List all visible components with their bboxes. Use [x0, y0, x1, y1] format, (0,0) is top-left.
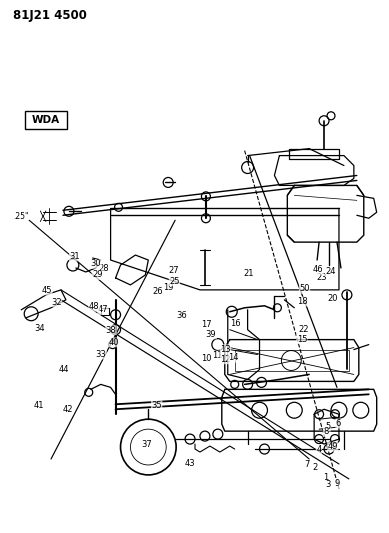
Text: 32: 32 — [51, 297, 62, 306]
Text: 25: 25 — [169, 277, 180, 286]
Text: 30: 30 — [91, 260, 101, 268]
Text: 46: 46 — [313, 265, 323, 274]
Text: 2: 2 — [312, 464, 318, 472]
Text: 29: 29 — [92, 270, 102, 279]
Text: 20: 20 — [328, 294, 338, 303]
Text: 26: 26 — [153, 287, 163, 296]
Text: 49: 49 — [328, 442, 338, 451]
Text: 8: 8 — [323, 427, 328, 437]
Text: 34: 34 — [34, 324, 45, 333]
Text: 23: 23 — [317, 272, 327, 281]
Text: 14: 14 — [228, 353, 238, 362]
Text: 6: 6 — [336, 419, 341, 428]
Text: 18: 18 — [297, 297, 308, 306]
Text: 15: 15 — [297, 335, 307, 344]
Text: 9: 9 — [334, 479, 339, 488]
Text: 10: 10 — [201, 354, 211, 364]
Text: 5: 5 — [325, 422, 330, 431]
Text: 28: 28 — [98, 264, 109, 272]
Text: 36: 36 — [177, 311, 187, 320]
Text: 41: 41 — [34, 401, 44, 410]
Text: 33: 33 — [96, 350, 107, 359]
Text: 81J21 4500: 81J21 4500 — [13, 10, 87, 22]
Text: 4: 4 — [316, 445, 321, 454]
Text: 43: 43 — [184, 459, 195, 469]
Text: 16: 16 — [230, 319, 240, 328]
Text: 42: 42 — [63, 405, 73, 414]
Text: 17: 17 — [201, 320, 211, 329]
Text: 27: 27 — [168, 266, 179, 275]
Text: 38: 38 — [106, 326, 116, 335]
Text: WDA: WDA — [32, 115, 60, 125]
Text: 13: 13 — [220, 345, 231, 354]
Text: 35: 35 — [151, 401, 162, 410]
Text: 39: 39 — [206, 330, 216, 339]
Text: 19: 19 — [163, 282, 173, 292]
Text: 21: 21 — [244, 269, 254, 278]
Text: 11: 11 — [212, 351, 222, 360]
Text: 47: 47 — [98, 305, 108, 314]
Text: 37: 37 — [141, 440, 152, 449]
Text: 7: 7 — [304, 461, 309, 469]
Text: 22: 22 — [298, 325, 308, 334]
Text: 40: 40 — [108, 338, 119, 347]
Text: 44: 44 — [59, 366, 70, 374]
Text: 45: 45 — [42, 286, 52, 295]
Text: 1: 1 — [323, 473, 328, 482]
Text: 48: 48 — [89, 302, 100, 311]
Text: 3: 3 — [325, 480, 330, 489]
Text: .25": .25" — [13, 212, 29, 221]
Text: 12: 12 — [220, 355, 231, 364]
Text: 50: 50 — [299, 284, 310, 293]
Text: 24: 24 — [325, 268, 336, 276]
Text: 31: 31 — [70, 252, 80, 261]
